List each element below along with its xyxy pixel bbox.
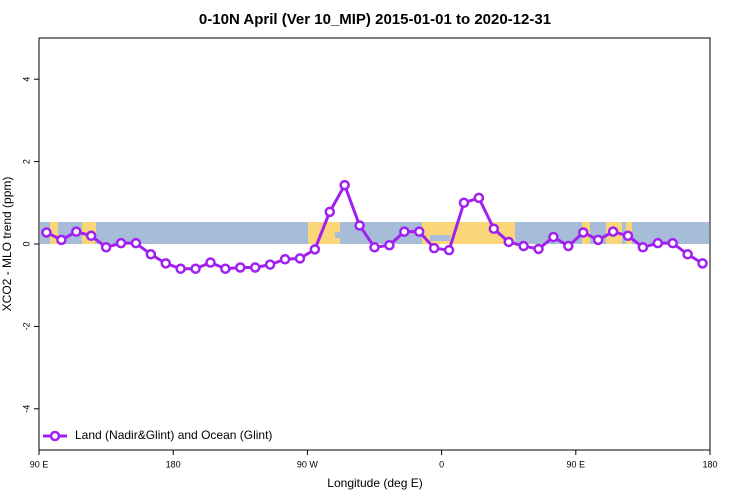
- y-tick-label: 4: [21, 77, 31, 82]
- data-point: [145, 249, 157, 260]
- data-point: [622, 230, 634, 242]
- data-point: [458, 197, 470, 209]
- data-point: [41, 227, 52, 238]
- data-point: [473, 192, 485, 204]
- y-tick-label: -4: [21, 405, 31, 413]
- x-tick-label: 90 E: [30, 459, 49, 469]
- data-point: [264, 259, 276, 270]
- legend-label: Land (Nadir&Glint) and Ocean (Glint): [75, 428, 272, 442]
- data-point: [533, 243, 544, 255]
- y-axis-label: XCO2 - MLO trend (ppm): [0, 177, 14, 312]
- data-point: [607, 226, 619, 237]
- x-tick-label: 90 E: [567, 459, 586, 469]
- ocean-patch: [430, 235, 450, 241]
- data-point: [235, 262, 246, 273]
- x-axis-label: Longitude (deg E): [327, 476, 422, 490]
- data-point: [190, 263, 201, 274]
- data-point: [175, 263, 186, 274]
- data-point: [71, 226, 82, 237]
- data-point: [309, 244, 321, 255]
- data-point: [548, 231, 559, 243]
- data-point: [354, 220, 365, 231]
- data-point: [369, 242, 380, 253]
- data-point: [682, 249, 693, 260]
- x-tick-label: 90 W: [297, 459, 319, 469]
- data-point: [324, 206, 336, 218]
- data-point: [428, 242, 440, 254]
- land-band: [308, 222, 340, 244]
- data-point: [130, 237, 142, 249]
- land-band: [50, 222, 58, 244]
- data-point: [637, 242, 649, 253]
- data-point: [518, 240, 529, 252]
- data-point: [503, 236, 514, 248]
- data-point: [205, 257, 216, 268]
- data-point: [339, 179, 350, 191]
- y-tick-label: 2: [21, 159, 31, 164]
- data-point: [667, 237, 678, 249]
- data-point: [115, 237, 127, 249]
- data-point: [249, 262, 261, 273]
- data-point: [100, 242, 112, 253]
- y-tick-label: -2: [21, 322, 31, 330]
- data-point: [279, 253, 291, 265]
- y-tick-label: 0: [21, 241, 31, 246]
- data-point: [697, 258, 708, 269]
- data-point: [384, 239, 395, 251]
- x-tick-label: 180: [166, 459, 181, 469]
- x-tick-label: 180: [702, 459, 717, 469]
- data-point: [220, 263, 231, 274]
- data-point: [578, 227, 589, 238]
- ocean-band: [40, 222, 709, 244]
- chart-title: 0-10N April (Ver 10_MIP) 2015-01-01 to 2…: [199, 11, 551, 28]
- data-point: [85, 230, 97, 242]
- data-point: [413, 226, 425, 237]
- data-point: [56, 234, 67, 246]
- x-tick-label: 0: [439, 459, 444, 469]
- data-point: [592, 234, 604, 246]
- data-point: [652, 237, 664, 249]
- data-point: [160, 258, 171, 269]
- data-point: [443, 244, 455, 256]
- data-point: [563, 240, 574, 252]
- data-point: [488, 223, 500, 235]
- ocean-patch: [335, 232, 347, 238]
- legend-marker: [49, 430, 61, 442]
- data-point: [399, 226, 410, 237]
- data-point: [294, 253, 306, 264]
